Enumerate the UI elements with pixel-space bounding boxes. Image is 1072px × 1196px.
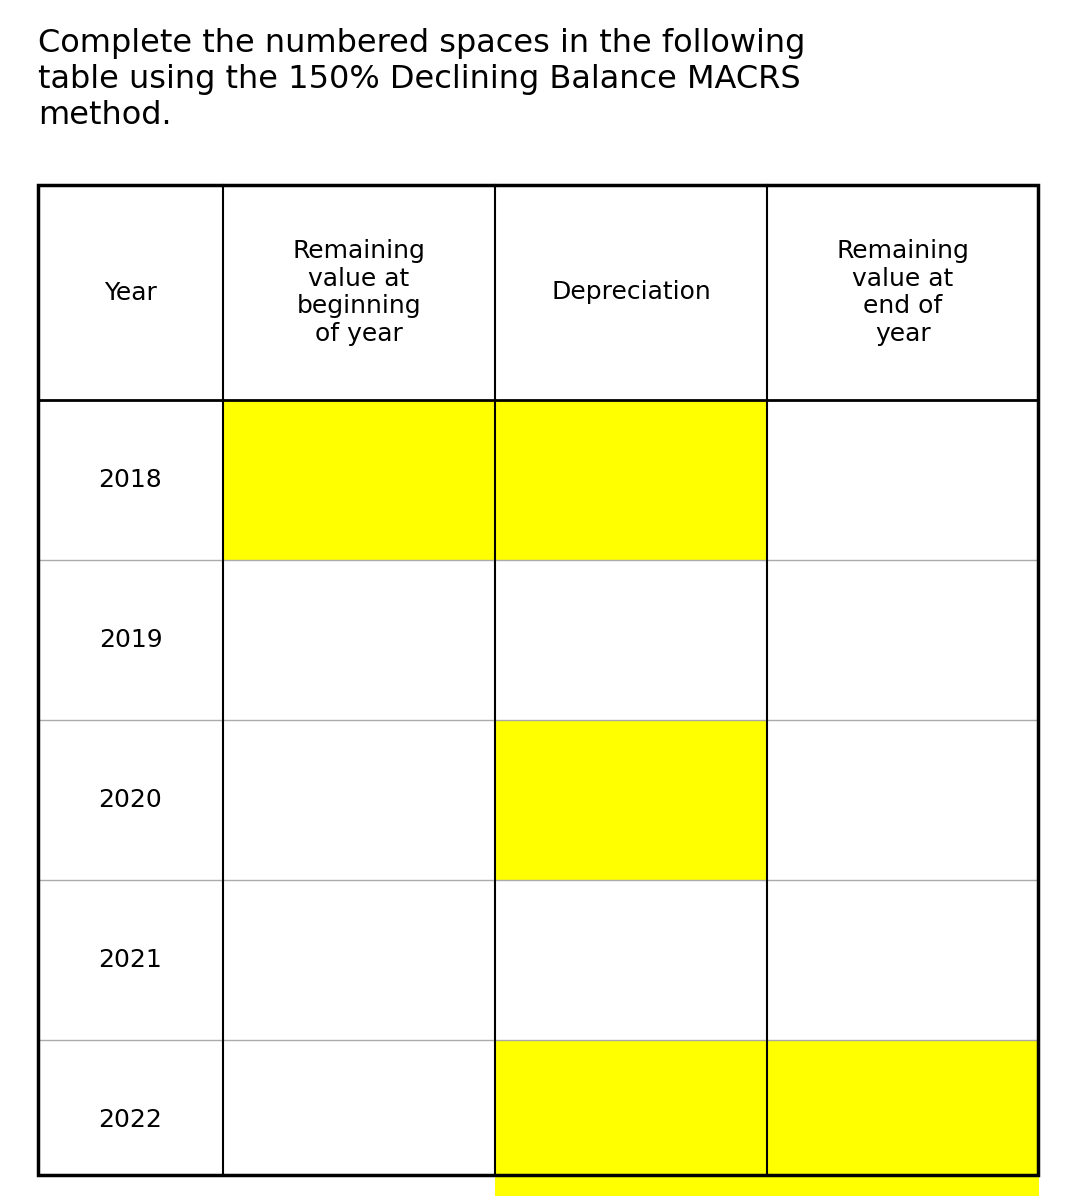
- Bar: [766, 880, 1039, 1041]
- Text: 2021: 2021: [99, 948, 162, 972]
- Bar: [766, 1041, 1039, 1196]
- Bar: [38, 185, 223, 399]
- Bar: [223, 1041, 495, 1196]
- Bar: [38, 560, 223, 720]
- Bar: [38, 185, 1038, 1174]
- Bar: [223, 560, 495, 720]
- Text: 2018: 2018: [99, 468, 162, 492]
- Text: Remaining
value at
end of
year: Remaining value at end of year: [836, 239, 969, 346]
- Bar: [223, 720, 495, 880]
- Text: Remaining
value at
beginning
of year: Remaining value at beginning of year: [293, 239, 426, 346]
- Bar: [38, 720, 223, 880]
- Text: 2022: 2022: [99, 1107, 163, 1131]
- Text: Depreciation: Depreciation: [551, 281, 711, 305]
- Bar: [38, 1041, 223, 1196]
- Bar: [495, 399, 766, 560]
- Bar: [223, 399, 495, 560]
- Text: 2020: 2020: [99, 788, 162, 812]
- Text: 2019: 2019: [99, 628, 162, 652]
- Bar: [766, 720, 1039, 880]
- Bar: [495, 1041, 766, 1196]
- Bar: [766, 560, 1039, 720]
- Bar: [766, 185, 1039, 399]
- Bar: [495, 560, 766, 720]
- Bar: [223, 185, 495, 399]
- Bar: [766, 399, 1039, 560]
- Bar: [38, 399, 223, 560]
- Bar: [495, 185, 766, 399]
- Bar: [495, 880, 766, 1041]
- Bar: [38, 880, 223, 1041]
- Text: Complete the numbered spaces in the following
table using the 150% Declining Bal: Complete the numbered spaces in the foll…: [38, 28, 805, 130]
- Bar: [223, 880, 495, 1041]
- Text: Year: Year: [104, 281, 157, 305]
- Bar: [495, 720, 766, 880]
